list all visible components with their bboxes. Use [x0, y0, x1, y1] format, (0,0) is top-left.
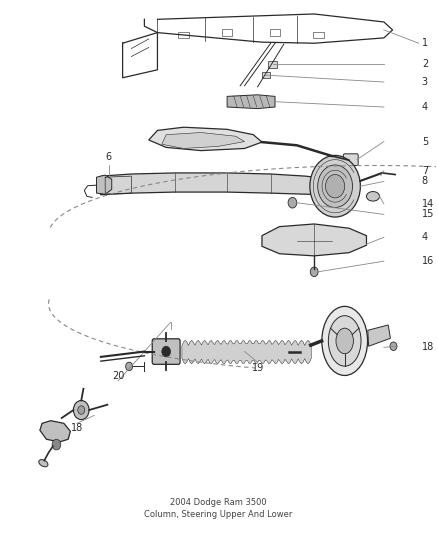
- Circle shape: [288, 197, 297, 208]
- Text: 15: 15: [422, 209, 434, 220]
- Ellipse shape: [322, 306, 367, 375]
- Polygon shape: [149, 127, 262, 151]
- Ellipse shape: [39, 459, 48, 467]
- Polygon shape: [262, 224, 367, 256]
- Polygon shape: [96, 175, 112, 194]
- Text: 8: 8: [422, 176, 428, 187]
- Polygon shape: [368, 325, 390, 346]
- Circle shape: [325, 174, 345, 198]
- Polygon shape: [40, 421, 71, 442]
- Circle shape: [310, 156, 360, 217]
- Bar: [178, 32, 189, 38]
- Ellipse shape: [336, 328, 353, 354]
- Circle shape: [74, 400, 89, 419]
- Text: 18: 18: [422, 342, 434, 352]
- Text: 7: 7: [422, 166, 428, 176]
- Circle shape: [162, 346, 170, 357]
- Text: 2004 Dodge Ram 3500
Column, Steering Upper And Lower: 2004 Dodge Ram 3500 Column, Steering Upp…: [144, 498, 293, 519]
- Circle shape: [126, 362, 133, 370]
- Bar: [222, 29, 232, 36]
- Text: 14: 14: [422, 199, 434, 209]
- Polygon shape: [227, 95, 275, 109]
- Bar: [270, 29, 280, 36]
- Text: 3: 3: [422, 77, 428, 87]
- Circle shape: [310, 267, 318, 277]
- Text: 20: 20: [112, 371, 124, 381]
- FancyBboxPatch shape: [152, 339, 180, 365]
- Ellipse shape: [328, 316, 361, 366]
- Bar: [313, 32, 324, 38]
- Bar: [262, 72, 270, 78]
- Text: 1: 1: [422, 38, 428, 48]
- Circle shape: [318, 165, 353, 207]
- Bar: [268, 61, 277, 68]
- Circle shape: [52, 439, 61, 450]
- Text: 16: 16: [422, 256, 434, 266]
- Text: 19: 19: [251, 364, 264, 373]
- Polygon shape: [96, 173, 349, 195]
- Circle shape: [390, 342, 397, 351]
- Ellipse shape: [367, 191, 379, 201]
- Text: 5: 5: [422, 136, 428, 147]
- Polygon shape: [162, 133, 244, 149]
- Text: 6: 6: [106, 152, 112, 162]
- Text: 2: 2: [422, 60, 428, 69]
- Text: 4: 4: [422, 232, 428, 243]
- Circle shape: [78, 406, 85, 414]
- FancyBboxPatch shape: [343, 154, 358, 165]
- Text: 4: 4: [422, 102, 428, 112]
- Text: 18: 18: [71, 423, 83, 433]
